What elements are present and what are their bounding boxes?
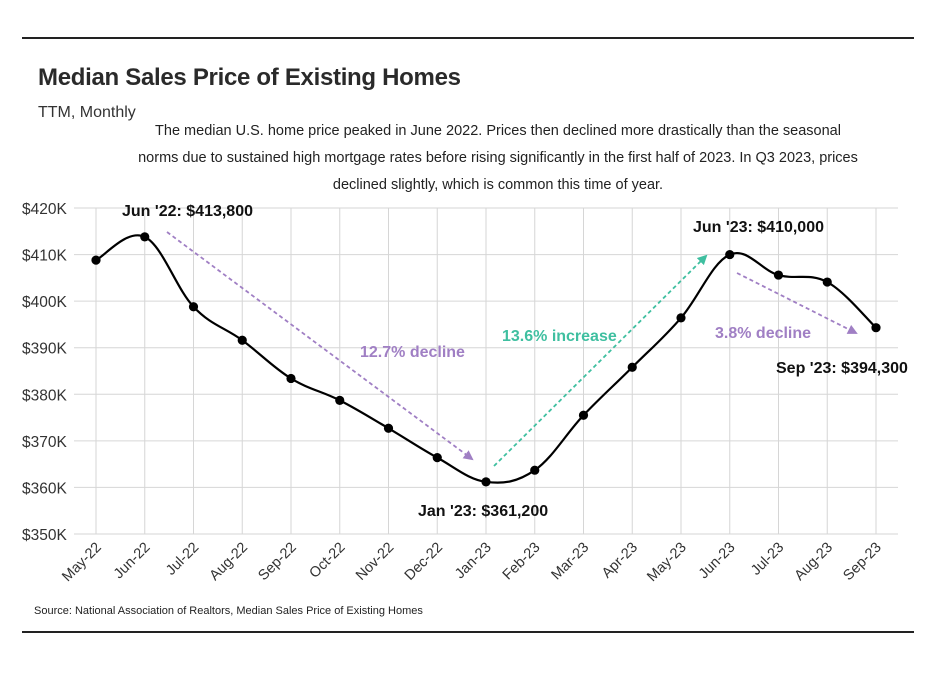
y-tick-label: $360K xyxy=(22,480,67,497)
data-point xyxy=(676,313,686,323)
x-tick-label: Aug-22 xyxy=(207,540,251,584)
data-point xyxy=(286,373,296,384)
x-tick-label: Jul-23 xyxy=(748,540,787,579)
annotation-latest: Sep '23: $394,300 xyxy=(776,360,908,377)
data-point xyxy=(773,270,784,280)
x-tick-label: May-23 xyxy=(644,540,690,586)
data-point xyxy=(578,410,589,420)
decline-arrow-2 xyxy=(736,272,858,334)
annotation-decline-1: 12.7% decline xyxy=(360,344,465,361)
y-tick-label: $390K xyxy=(22,341,67,358)
data-point xyxy=(432,453,442,463)
data-point xyxy=(822,277,832,287)
data-point xyxy=(188,302,199,312)
x-tick-label: Jun-23 xyxy=(696,540,739,583)
x-tick-label: May-22 xyxy=(59,540,105,586)
annotation-increase: 13.6% increase xyxy=(502,328,617,345)
chart-title: Median Sales Price of Existing Homes xyxy=(38,64,461,91)
data-point xyxy=(140,232,150,242)
trend-arrows xyxy=(166,231,858,467)
chart-subtitle: TTM, Monthly xyxy=(38,104,136,121)
x-tick-label: Dec-22 xyxy=(402,540,446,584)
bottom-rule xyxy=(22,631,914,633)
x-tick-label: Aug-23 xyxy=(792,540,836,584)
x-tick-label: Feb-23 xyxy=(500,540,544,584)
data-point xyxy=(237,335,247,345)
x-tick-label: Oct-22 xyxy=(306,540,348,582)
annotation-peak-2022: Jun '22: $413,800 xyxy=(122,203,253,220)
annotation-trough: Jan '23: $361,200 xyxy=(418,503,548,520)
chart-description: The median U.S. home price peaked in Jun… xyxy=(138,123,858,193)
annotation-peak-2023: Jun '23: $410,000 xyxy=(693,219,824,236)
y-axis: $350K $360K $370K $380K $390K $400K $410K $420K xyxy=(22,201,67,544)
data-point xyxy=(91,255,101,265)
grid xyxy=(74,207,898,535)
x-tick-label: Jul-22 xyxy=(163,540,202,579)
x-tick-label: Sep-23 xyxy=(840,540,884,584)
decline-arrow-1 xyxy=(166,231,474,461)
top-rule xyxy=(22,37,914,39)
y-tick-label: $380K xyxy=(22,387,67,404)
x-tick-label: Nov-22 xyxy=(353,540,397,584)
y-tick-label: $350K xyxy=(22,527,67,544)
x-tick-label: Apr-23 xyxy=(599,540,641,582)
data-point xyxy=(383,423,394,433)
y-tick-label: $420K xyxy=(22,201,67,218)
annotation-decline-2: 3.8% decline xyxy=(715,325,811,342)
x-tick-label: Mar-23 xyxy=(549,540,593,584)
x-tick-label: Jan-23 xyxy=(452,540,495,583)
data-point xyxy=(335,395,345,405)
data-point xyxy=(627,362,637,372)
data-point xyxy=(481,477,491,487)
x-tick-label: Jun-22 xyxy=(111,540,154,583)
increase-arrow xyxy=(493,254,708,467)
data-point xyxy=(725,249,735,260)
y-tick-label: $400K xyxy=(22,294,67,311)
source-note: Source: National Association of Realtors… xyxy=(34,605,423,617)
x-tick-label: Sep-22 xyxy=(255,540,299,584)
data-point xyxy=(530,465,540,475)
data-point xyxy=(871,323,881,333)
y-tick-label: $370K xyxy=(22,434,67,451)
data-points xyxy=(91,232,881,487)
y-tick-label: $410K xyxy=(22,248,67,265)
x-axis: May-22 Jun-22 Jul-22 Aug-22 Sep-22 Oct-22 Nov-… xyxy=(59,540,885,586)
series-line xyxy=(95,234,877,484)
